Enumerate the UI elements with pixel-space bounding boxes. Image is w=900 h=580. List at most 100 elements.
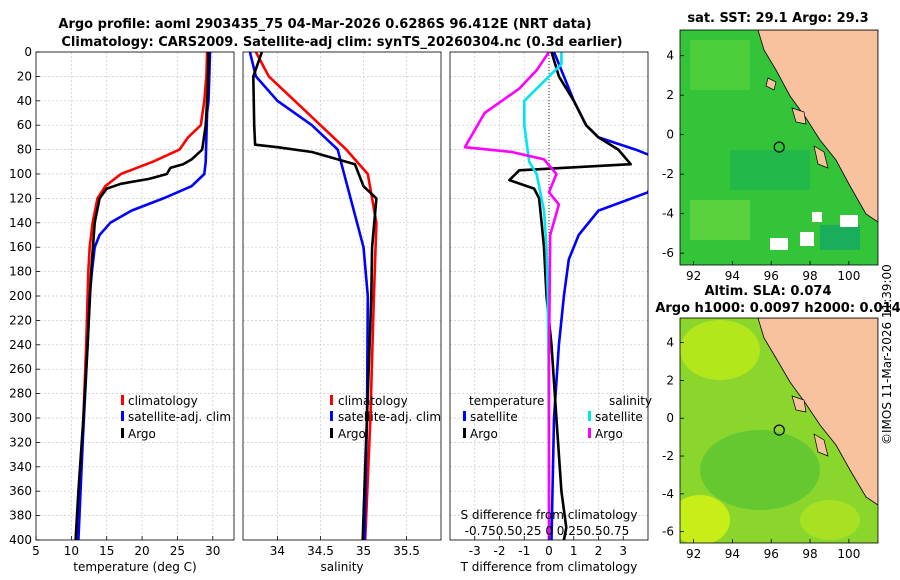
- sla-patch: [800, 500, 860, 540]
- legend-label: climatology: [128, 394, 198, 408]
- x-tick-label: 92: [686, 269, 701, 283]
- island: [791, 107, 807, 125]
- x-tick-label: 5: [32, 544, 40, 558]
- sla-map-title-line2: Argo h1000: 0.0097 h2000: 0.014: [655, 301, 900, 316]
- sla-map: [680, 318, 878, 543]
- legend-label: Argo: [595, 427, 623, 441]
- x-tick-label: -2: [494, 544, 506, 558]
- difference-legend: temperature salinity satellite Argo sate…: [463, 394, 652, 441]
- legend-label: Argo: [128, 427, 156, 441]
- map-frame: [679, 29, 879, 266]
- x-tick-label: 34: [270, 544, 285, 558]
- y-tick-label: -6: [662, 525, 674, 539]
- legend-swatch-sal-argo: [588, 428, 591, 438]
- legend-label: Argo: [338, 427, 366, 441]
- salinity-profile-panel: 34 34.5 35 35.5 salinity: [242, 51, 442, 574]
- salinity-legend: climatology satellite-adj. clim Argo: [330, 394, 441, 441]
- sla-map-axes: 92 94 96 98 100 -6 -4 -2 0 2 4: [662, 317, 879, 561]
- legend-swatch-argo: [121, 428, 124, 438]
- axes-frame: [242, 51, 442, 541]
- x-tick-label: 0: [545, 544, 553, 558]
- x-tick-label: 10: [64, 544, 79, 558]
- cloud-gap: [812, 212, 822, 222]
- y-tick-label: 280: [9, 387, 32, 401]
- y-tick-label: -4: [662, 207, 674, 221]
- sst-patch: [690, 40, 750, 90]
- map-frame: [679, 317, 879, 544]
- legend-swatch-temp-satellite: [463, 411, 466, 421]
- y-tick-label: 0: [666, 128, 674, 142]
- legend-swatch-satellite: [330, 411, 333, 421]
- x-tick-label: 15: [99, 544, 114, 558]
- y-tick-label: -2: [662, 449, 674, 463]
- sst-patch: [820, 225, 860, 250]
- y-tick-label: 2: [666, 373, 674, 387]
- y-tick-label: -6: [662, 246, 674, 260]
- y-tick-label: 120: [9, 191, 32, 205]
- figure-title-line1: Argo profile: aoml 2903435_75 04-Mar-202…: [58, 17, 591, 32]
- watermark: ©IMOS 11-Mar-2026 11:39:00: [880, 264, 894, 445]
- y-tick-label: 60: [17, 118, 32, 132]
- series-line-salinity-argo: [463, 52, 561, 540]
- sst-patch: [690, 200, 750, 240]
- legend-label: satellite-adj. clim: [338, 410, 441, 424]
- temperature-profile-panel: 5 10 15 20 25 3002040608010012014016018020022…: [9, 45, 235, 574]
- argo-location-marker: [773, 141, 785, 153]
- legend-swatch-temp-argo: [463, 428, 466, 438]
- x-tick-label: 25: [170, 544, 185, 558]
- x-tick-label: 2: [595, 544, 603, 558]
- legend-label: satellite: [470, 410, 518, 424]
- top-axis-ticks: -0.750.50.25 0 0.250.50.75: [465, 524, 630, 538]
- y-tick-label: 160: [9, 240, 32, 254]
- legend-swatch-climatology: [121, 395, 124, 405]
- x-axis-label: T difference from climatology: [460, 560, 638, 574]
- x-tick-label: 94: [725, 269, 740, 283]
- cloud-gap: [840, 215, 858, 227]
- y-tick-label: 240: [9, 338, 32, 352]
- sla-map-title-line1: Altim. SLA: 0.074: [705, 284, 832, 299]
- y-tick-label: 400: [9, 533, 32, 547]
- island: [765, 77, 777, 91]
- y-tick-label: -2: [662, 167, 674, 181]
- y-tick-label: 40: [17, 94, 32, 108]
- y-tick-label: 260: [9, 362, 32, 376]
- x-axis-label: salinity: [320, 560, 363, 574]
- x-tick-label: 100: [837, 269, 860, 283]
- x-tick-label: 92: [686, 547, 701, 561]
- y-tick-label: 180: [9, 265, 32, 279]
- x-tick-label: 3: [619, 544, 627, 558]
- legend-label: satellite-adj. clim: [128, 410, 231, 424]
- series-group: [463, 52, 648, 540]
- sla-patch: [700, 430, 820, 510]
- top-axis-label: S difference from climatology: [461, 508, 638, 522]
- cloud-gap: [800, 232, 814, 246]
- legend-swatch-climatology: [330, 395, 333, 405]
- series-line-argo: [74, 52, 210, 540]
- y-tick-label: 20: [17, 69, 32, 83]
- island: [813, 145, 829, 169]
- x-tick-label: -1: [518, 544, 530, 558]
- sla-patch: [680, 495, 730, 543]
- sst-patch: [730, 150, 810, 190]
- legend-swatch-satellite: [121, 411, 124, 421]
- x-tick-label: 20: [134, 544, 149, 558]
- x-tick-label: 98: [802, 269, 817, 283]
- island: [813, 433, 829, 457]
- legend-label: climatology: [338, 394, 408, 408]
- y-tick-label: 340: [9, 460, 32, 474]
- y-tick-label: 4: [666, 336, 674, 350]
- legend-title-salinity: salinity: [609, 394, 652, 408]
- series-line-climatology: [254, 52, 378, 540]
- x-tick-label: 34.5: [307, 544, 334, 558]
- series-group: [74, 52, 212, 540]
- series-line-satellite-adj-clim: [248, 52, 370, 540]
- legend-label: Argo: [470, 427, 498, 441]
- x-tick-label: 35: [356, 544, 371, 558]
- series-line-temperature-argo: [508, 52, 633, 540]
- sumatra-landmass: [757, 30, 878, 223]
- y-tick-label: 140: [9, 216, 32, 230]
- x-tick-label: 30: [205, 544, 220, 558]
- temperature-legend: climatology satellite-adj. clim Argo: [121, 394, 231, 441]
- y-tick-label: 300: [9, 411, 32, 425]
